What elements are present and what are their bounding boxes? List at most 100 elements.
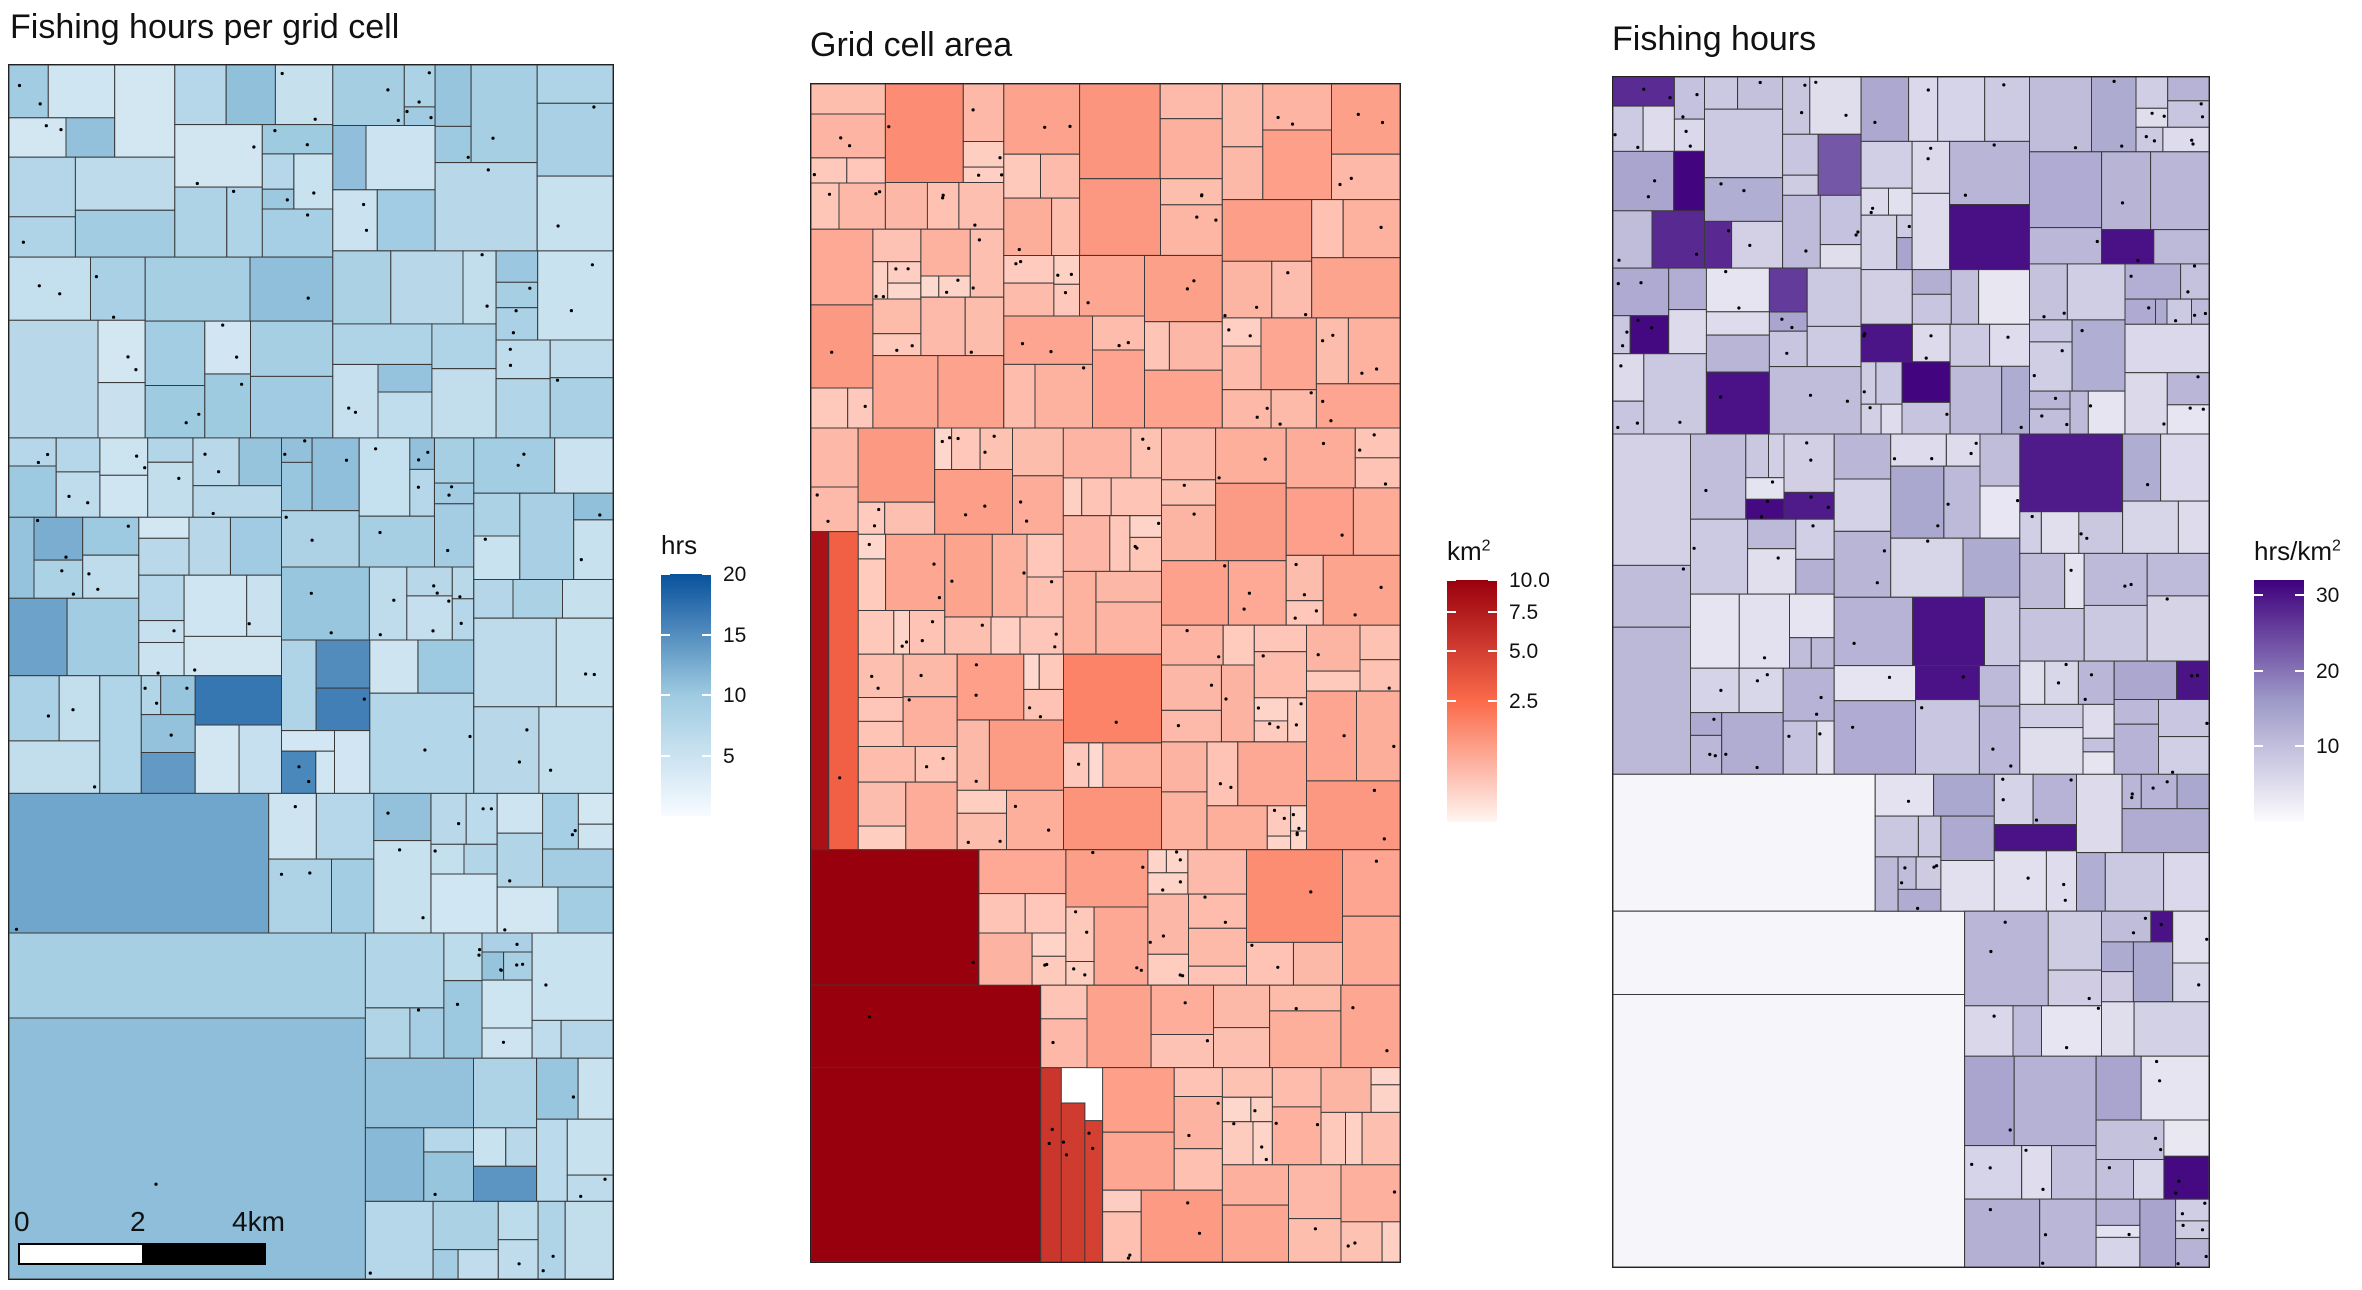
grid-cell: [1222, 624, 1255, 666]
grid-cell: [811, 486, 859, 533]
scalebar-label-0: 0: [14, 1206, 30, 1237]
grid-cell: [1833, 596, 1914, 667]
observation-point: [126, 355, 130, 359]
observation-point: [2083, 697, 2087, 702]
observation-point: [1148, 940, 1152, 944]
observation-point: [508, 347, 512, 351]
observation-point: [2181, 1223, 2185, 1227]
observation-point: [1050, 580, 1054, 584]
observation-point: [974, 779, 978, 783]
observation-point: [427, 71, 431, 75]
observation-point: [1291, 813, 1295, 817]
grid-cell: [2029, 390, 2071, 410]
observation-point: [1182, 483, 1186, 487]
observation-point: [1929, 146, 1933, 150]
grid-cell: [1880, 403, 1903, 435]
grid-cell: [2101, 229, 2155, 265]
observation-point: [285, 198, 289, 202]
grid-cell: [956, 719, 990, 791]
observation-point: [522, 452, 526, 456]
grid-cell: [2122, 500, 2179, 554]
observation-point: [2120, 144, 2124, 148]
grid-cell: [497, 1239, 539, 1279]
observation-point: [329, 631, 333, 635]
observation-point: [1051, 1040, 1055, 1045]
grid-cell: [2095, 1159, 2135, 1200]
grid-cell: [1095, 601, 1163, 655]
observation-point: [1321, 339, 1325, 343]
grid-cell: [1221, 345, 1262, 391]
observation-point: [446, 548, 450, 553]
observation-point: [1903, 866, 1907, 870]
grid-cell: [1949, 323, 1991, 367]
grid-cell: [2163, 1119, 2209, 1157]
observation-point: [956, 278, 960, 282]
observation-point: [435, 591, 439, 595]
observation-point: [2080, 329, 2084, 333]
observation-point: [894, 267, 898, 271]
observation-point: [515, 963, 519, 967]
grid-cell: [1806, 325, 1862, 368]
observation-point: [1785, 351, 1789, 355]
legend-3-tick-label: 20: [2316, 659, 2340, 683]
observation-point: [2041, 1261, 2045, 1265]
observation-point: [87, 572, 91, 576]
grid-cell: [1006, 789, 1065, 851]
grid-cell: [512, 579, 563, 619]
observation-point: [112, 315, 116, 319]
grid-cell: [463, 843, 498, 875]
grid-cell: [577, 823, 613, 850]
grid-cell: [334, 730, 371, 794]
grid-cell: [2124, 323, 2209, 374]
grid-cell: [1062, 515, 1111, 572]
large-grid-cell: [1613, 910, 1966, 996]
observation-point: [37, 284, 41, 288]
grid-cell: [1642, 105, 1675, 152]
grid-cell: [1978, 269, 2031, 325]
observation-point: [1929, 334, 1933, 338]
observation-point: [1811, 524, 1815, 528]
grid-cell: [58, 675, 101, 742]
observation-point: [2200, 1228, 2205, 1232]
observation-point: [2136, 258, 2140, 263]
grid-cell: [281, 437, 313, 463]
observation-point: [2165, 780, 2169, 784]
observation-point: [1217, 476, 1221, 480]
observation-point: [1038, 715, 1042, 719]
observation-point: [1351, 1006, 1355, 1010]
grid-cell: [1768, 330, 1808, 368]
grid-cell: [332, 364, 379, 439]
grid-cell: [332, 189, 378, 252]
grid-cell: [99, 437, 149, 476]
grid-cell: [811, 113, 886, 159]
observation-point: [992, 434, 996, 438]
grid-cell: [138, 642, 185, 677]
grid-cell: [2101, 1001, 2135, 1057]
observation-point: [1321, 399, 1325, 403]
grid-cell: [811, 157, 848, 184]
grid-cell: [1129, 536, 1162, 572]
legend-3-tick-label: 10: [2316, 735, 2340, 759]
grid-cell: [1003, 255, 1055, 284]
legend-3-unit: hrs/km: [2254, 536, 2332, 566]
observation-point: [499, 968, 503, 972]
grid-cell: [204, 320, 252, 375]
observation-point: [830, 350, 834, 354]
grid-cell: [55, 471, 101, 518]
observation-point: [900, 644, 904, 648]
grid-cell: [1109, 515, 1131, 572]
observation-point: [455, 1002, 460, 1007]
grid-cell: [315, 792, 375, 860]
observation-point: [156, 671, 160, 675]
grid-cell: [281, 461, 313, 512]
observation-point: [2191, 142, 2195, 146]
grid-cell: [1271, 1067, 1322, 1108]
grid-cell: [1705, 371, 1770, 435]
observation-point: [396, 118, 400, 122]
observation-point: [1737, 306, 1741, 310]
observation-point: [1681, 115, 1685, 119]
grid-cell: [962, 166, 1005, 183]
grid-cell: [140, 714, 196, 754]
grid-cell: [1890, 465, 1945, 539]
grid-cell: [1370, 1067, 1400, 1086]
